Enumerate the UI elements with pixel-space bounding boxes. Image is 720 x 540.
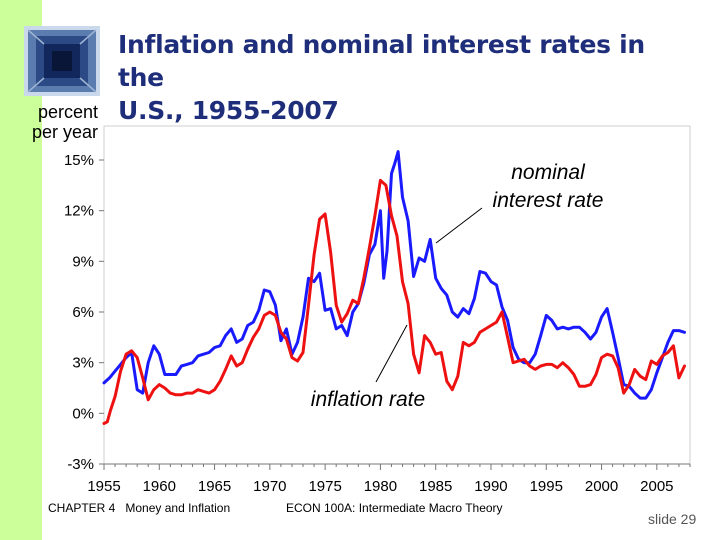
footer-chapter-title: Money and Inflation <box>125 501 231 515</box>
y-axis-label: percent per year <box>20 102 98 142</box>
nominal-annotation-line-1: nominal <box>511 161 586 184</box>
x-tick-label: 1990 <box>474 478 507 495</box>
y-tick-label: -3% <box>67 456 94 473</box>
slide-number: slide 29 <box>648 511 697 527</box>
title-line-1: Inflation and nominal interest rates in … <box>118 30 645 92</box>
x-tick-label: 1985 <box>419 478 452 495</box>
footer-course: ECON 100A: Intermediate Macro Theory <box>286 501 503 515</box>
x-tick-label: 1960 <box>143 478 176 495</box>
x-tick-label: 1955 <box>87 478 120 495</box>
x-tick-label: 1975 <box>308 478 341 495</box>
y-tick-label: 0% <box>72 405 94 422</box>
x-tick-label: 1970 <box>253 478 286 495</box>
y-axis-label-line-2: per year <box>31 122 98 142</box>
title-line-2: U.S., 1955-2007 <box>118 96 339 125</box>
y-tick-label: 6% <box>72 304 94 321</box>
x-tick-label: 1980 <box>364 478 397 495</box>
plot-area <box>103 125 691 465</box>
y-tick-label: 3% <box>72 355 94 372</box>
y-axis-label-line-1: percent <box>37 102 98 122</box>
chapter-logo <box>24 26 100 96</box>
x-tick-label: 2005 <box>640 478 673 495</box>
inflation-rate-line <box>102 178 686 425</box>
x-tick-label: 2000 <box>585 478 618 495</box>
x-tick-label: 1995 <box>530 478 563 495</box>
footer-chapter: CHAPTER 4 Money and Inflation <box>48 501 230 515</box>
nominal-annotation-line-2: interest rate <box>493 189 604 212</box>
inflation-annotation-leader <box>375 324 408 383</box>
y-tick-label: 15% <box>64 152 94 169</box>
nominal-interest-rate-line <box>102 150 686 400</box>
page-title: Inflation and nominal interest rates in … <box>118 28 678 127</box>
inflation-annotation: inflation rate <box>311 388 425 411</box>
y-tick-label: 12% <box>64 203 94 220</box>
footer-chapter-label: CHAPTER 4 <box>48 501 116 515</box>
y-tick-label: 9% <box>72 253 94 270</box>
x-tick-label: 1965 <box>198 478 231 495</box>
nominal-annotation-leader <box>435 207 483 244</box>
